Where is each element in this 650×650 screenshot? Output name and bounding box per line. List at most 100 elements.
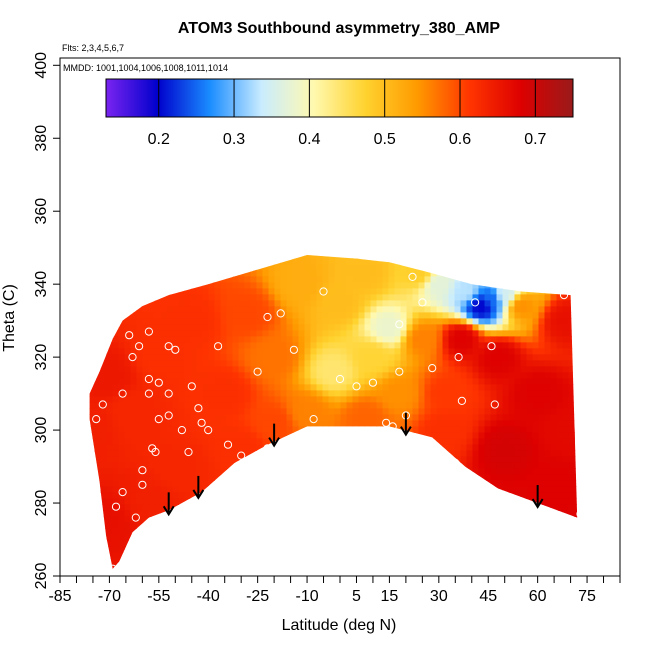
- field-cell: [400, 486, 408, 493]
- field-cell: [376, 366, 384, 373]
- field-cell: [328, 330, 336, 337]
- field-cell: [89, 378, 96, 385]
- field-cell: [94, 318, 102, 325]
- field-cell: [382, 372, 390, 379]
- field-cell: [568, 396, 576, 403]
- field-cell: [172, 426, 180, 433]
- field-cell: [316, 504, 324, 511]
- field-cell: [437, 576, 444, 583]
- field-cell: [226, 342, 234, 349]
- field-cell: [442, 432, 450, 439]
- field-cell: [208, 528, 216, 535]
- field-cell: [136, 342, 144, 349]
- field-cell: [395, 576, 402, 583]
- field-cell: [250, 255, 258, 259]
- field-cell: [130, 294, 138, 301]
- field-cell: [508, 468, 516, 475]
- field-cell: [148, 516, 156, 523]
- field-cell: [154, 426, 162, 433]
- field-cell: [418, 384, 426, 391]
- field-cell: [100, 426, 108, 433]
- field-cell: [550, 300, 558, 307]
- field-cell: [202, 522, 210, 529]
- field-cell: [352, 414, 360, 421]
- field-cell: [83, 300, 90, 307]
- field-cell: [466, 486, 474, 493]
- field-cell: [244, 474, 252, 481]
- field-cell: [304, 366, 312, 373]
- field-cell: [292, 396, 300, 403]
- field-cell: [280, 282, 288, 289]
- field-cell: [196, 294, 204, 301]
- field-cell: [334, 552, 342, 559]
- field-cell: [587, 288, 594, 295]
- field-cell: [268, 498, 276, 505]
- field-cell: [406, 354, 414, 361]
- field-cell: [478, 510, 486, 517]
- field-cell: [514, 372, 522, 379]
- field-cell: [388, 522, 396, 529]
- field-cell: [124, 468, 132, 475]
- field-cell: [436, 552, 444, 559]
- field-cell: [256, 486, 264, 493]
- field-cell: [388, 420, 396, 427]
- field-cell: [214, 546, 222, 553]
- field-cell: [346, 312, 354, 319]
- field-cell: [388, 270, 396, 277]
- field-cell: [256, 564, 264, 569]
- field-cell: [304, 255, 312, 259]
- field-cell: [214, 384, 222, 391]
- field-cell: [364, 336, 372, 343]
- field-cell: [454, 426, 462, 433]
- field-cell: [508, 558, 516, 565]
- field-cell: [280, 342, 288, 349]
- field-cell: [304, 270, 312, 277]
- field-cell: [328, 522, 336, 529]
- field-cell: [112, 510, 120, 517]
- field-cell: [244, 408, 252, 415]
- field-cell: [280, 492, 288, 499]
- field-cell: [160, 462, 168, 469]
- field-cell: [358, 300, 366, 307]
- field-cell: [310, 324, 318, 331]
- field-cell: [424, 456, 432, 463]
- field-cell: [238, 546, 246, 553]
- field-cell: [262, 312, 270, 319]
- field-cell: [340, 546, 348, 553]
- field-cell: [160, 546, 168, 553]
- field-cell: [478, 402, 486, 409]
- field-cell: [478, 444, 486, 451]
- field-cell: [208, 342, 216, 349]
- field-cell: [424, 282, 432, 289]
- field-cell: [467, 246, 474, 253]
- field-cell: [250, 354, 258, 361]
- field-cell: [178, 306, 186, 313]
- field-cell: [298, 516, 306, 523]
- field-cell: [238, 564, 246, 569]
- field-cell: [112, 432, 120, 439]
- field-cell: [574, 282, 578, 289]
- field-cell: [442, 270, 450, 277]
- field-cell: [550, 486, 558, 493]
- field-cell: [430, 336, 438, 343]
- field-cell: [250, 258, 258, 265]
- field-cell: [329, 246, 336, 253]
- field-cell: [124, 438, 132, 445]
- field-cell: [424, 450, 432, 457]
- field-cell: [100, 522, 108, 529]
- field-cell: [166, 504, 174, 511]
- field-cell: [256, 255, 264, 259]
- field-cell: [238, 384, 246, 391]
- field-cell: [478, 276, 486, 283]
- field-cell: [496, 372, 504, 379]
- field-cell: [394, 330, 402, 337]
- field-cell: [521, 582, 528, 589]
- field-cell: [268, 510, 276, 517]
- field-cell: [412, 540, 420, 547]
- field-cell: [190, 270, 198, 277]
- field-cell: [118, 294, 126, 301]
- field-cell: [478, 480, 486, 487]
- field-cell: [352, 372, 360, 379]
- field-cell: [340, 564, 348, 569]
- field-cell: [94, 546, 102, 553]
